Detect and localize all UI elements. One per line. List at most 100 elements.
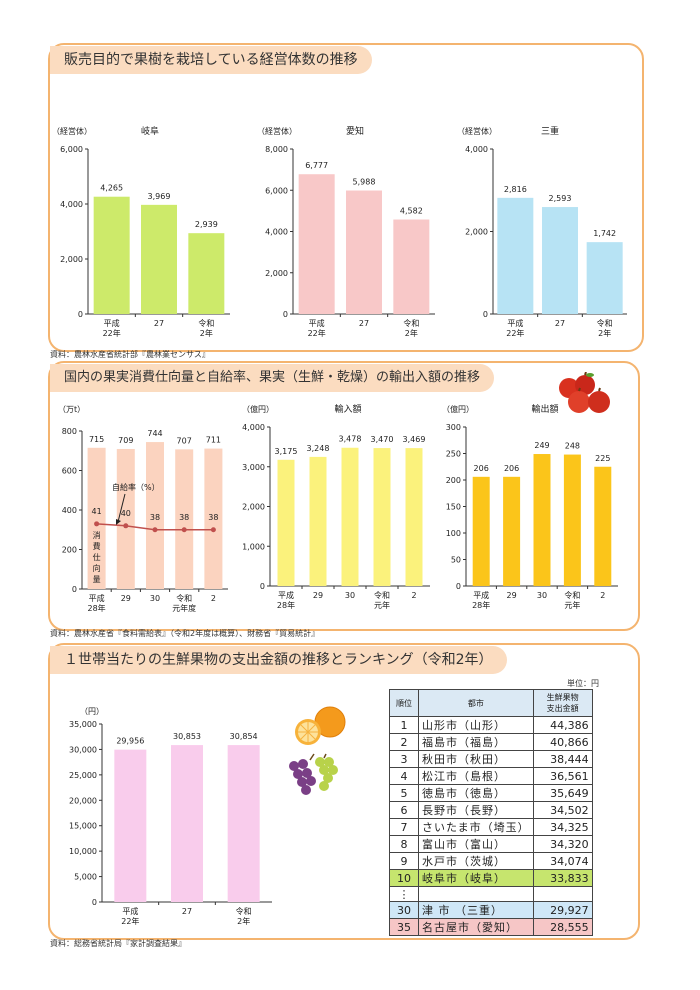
y-tick-label: 25,000: [69, 771, 97, 780]
x-tick-label: 令和: [564, 590, 580, 600]
table-row: 8 富山市（富山） 34,320: [389, 835, 593, 853]
section3-title: １世帯当たりの生鮮果物の支出金額の推移とランキング（令和2年）: [50, 646, 507, 674]
y-axis-unit: （経営体）: [457, 126, 497, 136]
y-tick-label: 8,000: [265, 145, 288, 154]
bar-value-label: 3,175: [275, 447, 298, 456]
bar: [503, 476, 521, 586]
x-tick-label: 2年: [237, 916, 250, 926]
y-tick-label: 35,000: [69, 720, 97, 729]
y-tick-label: 0: [283, 310, 288, 319]
table-header-cell: 都市: [418, 689, 534, 717]
x-tick-label: 令和: [198, 318, 214, 328]
y-tick-label: 20,000: [69, 796, 97, 805]
y-tick-label: 50: [451, 556, 461, 565]
bar-value-label: 225: [595, 454, 610, 463]
bar: [175, 449, 194, 589]
bar: [586, 242, 623, 314]
city-cell: 名古屋市（愛知）: [418, 918, 534, 936]
x-tick-label: 30: [150, 594, 160, 603]
chart-title: 愛知: [346, 125, 364, 137]
bar-value-label: 6,777: [305, 161, 328, 170]
bar-value-label: 30,853: [173, 732, 201, 741]
x-tick-label: 2: [411, 591, 416, 600]
bar-value-label: 3,470: [371, 435, 394, 444]
table-header-cell: 生鮮果物 支出金額: [532, 689, 593, 717]
y-tick-label: 2,000: [465, 228, 488, 237]
bar: [472, 476, 490, 586]
y-tick-label: 0: [260, 582, 265, 591]
bar: [346, 190, 382, 314]
amount-cell: 33,833: [532, 869, 593, 887]
y-tick-label: 2,000: [242, 503, 265, 512]
ranking-table: 順位 都市 生鮮果物 支出金額 1 山形市（山形） 44,386 2 福島市（福島） 40,866…: [389, 689, 593, 936]
x-tick-label: 27: [154, 319, 164, 328]
rank-cell: 2: [389, 733, 419, 751]
amount-cell: 40,866: [532, 733, 593, 751]
y-tick-label: 600: [62, 467, 77, 476]
x-tick-label: 平成: [104, 318, 120, 328]
rank-cell: 6: [389, 801, 419, 819]
y-tick-label: 1,000: [242, 542, 265, 551]
bar: [405, 448, 423, 586]
bar: [114, 749, 147, 902]
y-tick-label: 800: [62, 427, 77, 436]
amount-cell: 29,927: [532, 901, 593, 919]
section3-source: 資料：総務省統計局『家計調査結果』: [50, 939, 186, 948]
y-tick-label: 300: [446, 423, 461, 432]
bar: [533, 454, 551, 586]
bar-value-label: 29,956: [116, 737, 144, 746]
x-tick-label: 22年: [121, 916, 139, 926]
bar-caption: 仕: [93, 552, 101, 562]
table-row: 3 秋田市（秋田） 38,444: [389, 750, 593, 768]
table-row: 1 山形市（山形） 44,386: [389, 716, 593, 734]
selfsufficiency-point: [181, 527, 187, 533]
amount-cell: 28,555: [532, 918, 593, 936]
x-tick-label: 2: [600, 591, 605, 600]
y-axis-unit: （経営体）: [257, 126, 297, 136]
chart-title: 三重: [541, 125, 559, 137]
rank-cell: 35: [389, 918, 419, 936]
city-cell: 秋田市（秋田）: [418, 750, 534, 768]
bar: [171, 745, 203, 902]
bar-value-label: 30,854: [230, 732, 258, 741]
selfsufficiency-label: 38: [179, 513, 189, 522]
amount-cell: 34,325: [532, 818, 593, 836]
y-tick-label: 0: [483, 310, 488, 319]
y-axis-unit: （万t）: [58, 405, 85, 414]
bar: [227, 745, 260, 902]
y-tick-label: 100: [446, 529, 461, 538]
selfsufficiency-point: [210, 527, 216, 533]
x-tick-label: 22年: [103, 328, 121, 338]
x-tick-label: 27: [182, 907, 192, 916]
chart-title: 輸出額: [531, 403, 558, 415]
selfsufficiency-point: [123, 523, 129, 529]
bar-value-label: 4,582: [400, 206, 423, 215]
y-tick-label: 0: [456, 582, 461, 591]
y-tick-label: 3,000: [242, 463, 265, 472]
bar: [309, 456, 327, 586]
amount-cell: 34,502: [532, 801, 593, 819]
bar-caption: 費: [93, 541, 101, 551]
rank-cell: 4: [389, 767, 419, 785]
y-axis-unit: （円）: [80, 707, 104, 716]
y-axis-unit: （億円）: [242, 404, 274, 414]
x-tick-label: 27: [359, 319, 369, 328]
table-row: ⋮: [389, 886, 593, 902]
x-tick-label: 平成: [507, 318, 523, 328]
bar: [93, 196, 130, 314]
amount-cell: 44,386: [532, 716, 593, 734]
x-tick-label: 22年: [506, 328, 524, 338]
rank-cell: 30: [389, 901, 419, 919]
x-tick-label: 平成: [122, 906, 138, 916]
table-row: 2 福島市（福島） 40,866: [389, 733, 593, 751]
y-tick-label: 400: [62, 506, 77, 515]
bar-value-label: 711: [206, 436, 221, 445]
bar: [146, 442, 164, 589]
bar-caption: 向: [93, 563, 101, 573]
x-tick-label: 平成: [278, 590, 294, 600]
section1-source: 資料：農林水産省統計部『農林業センサス』: [50, 350, 210, 359]
y-axis-unit: （経営体）: [52, 126, 92, 136]
